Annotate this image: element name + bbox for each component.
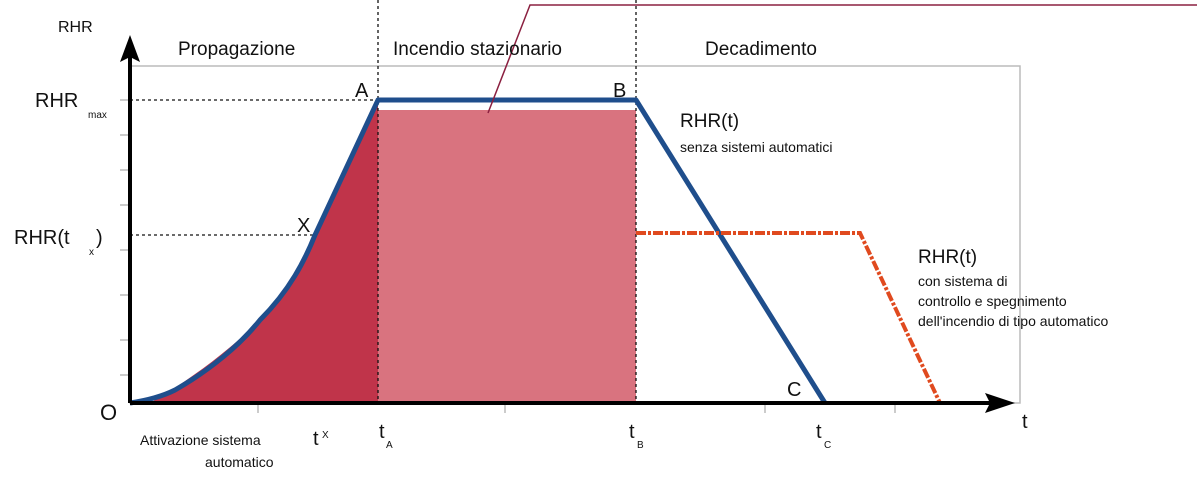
x-mark: t (816, 421, 822, 443)
area-propagation (150, 100, 378, 403)
x-mark: t (379, 421, 385, 443)
x-mark-sub: A (386, 440, 393, 451)
guides (130, 0, 637, 403)
x-mark-sub: C (824, 440, 831, 451)
y-mark-sub: x (89, 247, 94, 258)
y-mark: ) (96, 227, 103, 249)
activation-note: Attivazione sistema (140, 432, 261, 448)
point-label: B (613, 80, 626, 102)
area-stationary (378, 110, 636, 403)
y-label: RHR (58, 19, 93, 36)
activation-note: automatico (205, 454, 274, 470)
point-label: A (355, 80, 369, 102)
curve-title: RHR(t) (680, 111, 739, 132)
origin: O (100, 400, 117, 425)
point-label: C (787, 379, 801, 401)
curve-note: controllo e spegnimento (918, 293, 1067, 309)
curve-title: RHR(t) (918, 247, 977, 268)
y-mark-sub: max (88, 110, 107, 121)
x-label: t (1022, 411, 1028, 433)
curve-note: senza sistemi automatici (680, 139, 833, 155)
phase: Incendio stazionario (393, 39, 562, 60)
x-mark-sub: X (322, 430, 329, 441)
curve-without-system (129, 97, 828, 406)
y-mark: RHR(t (14, 227, 70, 249)
y-arrow (120, 35, 140, 62)
x-mark-sub: B (637, 440, 644, 451)
callout-line (487, 4, 1197, 114)
y-mark: RHR (35, 90, 78, 112)
x-mark: t (629, 421, 635, 443)
curve-note: dell'incendio di tipo automatico (918, 313, 1108, 329)
curve-with-system (636, 231, 942, 404)
phase: Decadimento (705, 39, 817, 60)
x-arrow (985, 393, 1015, 413)
phase: Propagazione (178, 39, 295, 60)
x-mark: t (313, 428, 319, 450)
curve-note: con sistema di (918, 273, 1007, 289)
point-label: X (297, 215, 310, 237)
